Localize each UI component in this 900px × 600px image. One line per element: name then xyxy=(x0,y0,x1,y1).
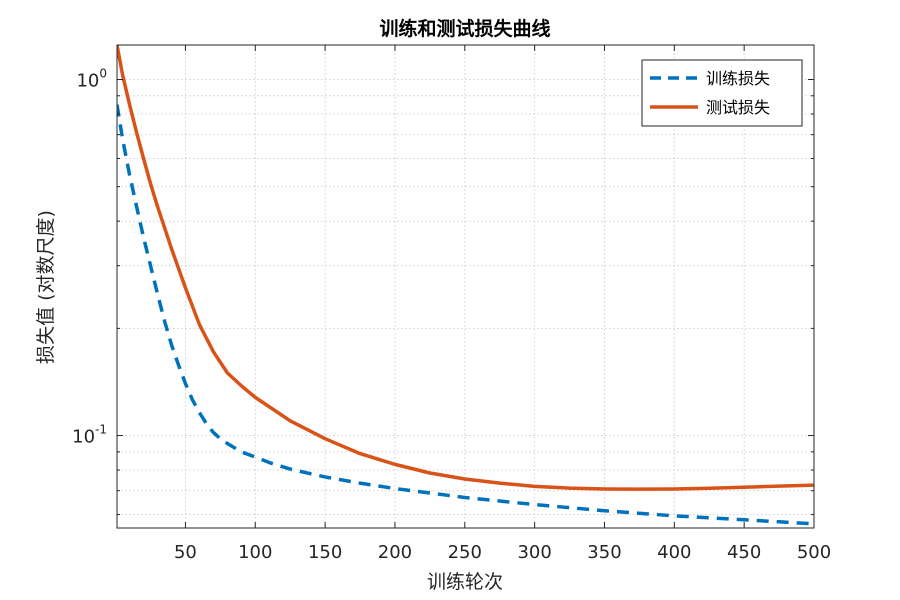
x-tick-label: 50 xyxy=(174,542,197,563)
series-layer xyxy=(117,45,814,526)
y-tick-exponent: -1 xyxy=(95,423,107,437)
y-axis-title: 损失值 (对数尺度) xyxy=(35,210,57,364)
legend: 训练损失 测试损失 xyxy=(641,59,803,127)
x-tick-label: 450 xyxy=(727,542,761,563)
chart-title: 训练和测试损失曲线 xyxy=(379,17,550,40)
x-tick-label: 400 xyxy=(657,542,691,563)
legend-label-test: 测试损失 xyxy=(706,98,770,117)
y-tick-exponent: 0 xyxy=(99,67,107,81)
x-tick-label: 150 xyxy=(308,542,342,563)
x-tick-label: 200 xyxy=(378,542,412,563)
x-tick-label: 500 xyxy=(797,542,831,563)
plot-frame xyxy=(116,44,815,529)
x-tick-label: 100 xyxy=(238,542,272,563)
y-tick-base: 10 xyxy=(72,427,95,448)
x-tick-label: 250 xyxy=(448,542,482,563)
test-loss-line xyxy=(117,45,814,491)
x-axis-title: 训练轮次 xyxy=(427,571,503,593)
legend-label-train: 训练损失 xyxy=(706,69,770,88)
grid xyxy=(117,45,815,528)
y-tick-label: 100 xyxy=(76,67,107,92)
y-tick-base: 10 xyxy=(76,71,99,92)
x-tick-label: 350 xyxy=(587,542,621,563)
legend-box xyxy=(641,59,803,127)
train-loss-line xyxy=(117,104,814,526)
y-tick-label: 10-1 xyxy=(72,423,107,448)
x-tick-label: 300 xyxy=(517,542,551,563)
